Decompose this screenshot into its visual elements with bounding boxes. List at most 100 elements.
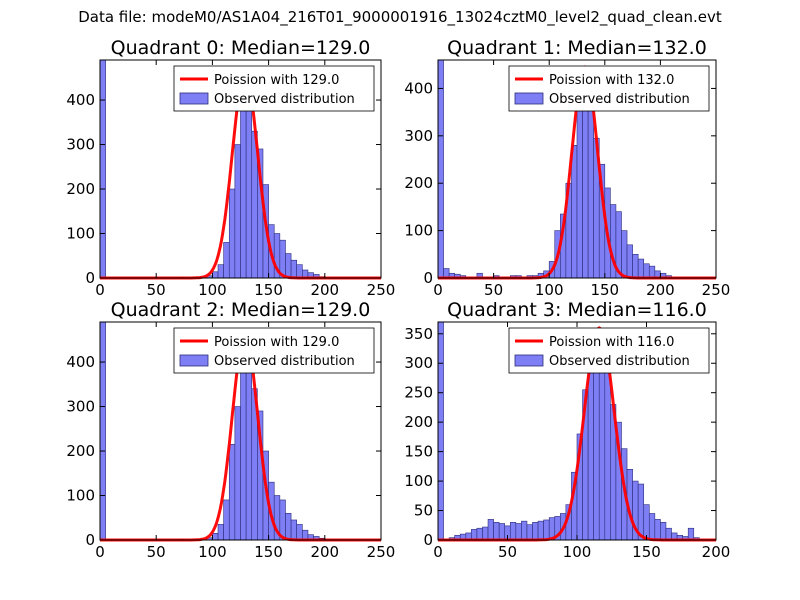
legend: Poission with 129.0 Observed distribution bbox=[173, 327, 375, 374]
histogram-bar bbox=[99, 321, 106, 541]
y-tick-label: 0 bbox=[85, 531, 95, 549]
legend-line-label: Poission with 129.0 bbox=[214, 335, 339, 350]
histogram-bar bbox=[290, 259, 297, 279]
x-tick-label: 150 bbox=[254, 543, 283, 561]
legend-bar-swatch bbox=[514, 354, 544, 367]
x-tick-label: 0 bbox=[433, 281, 443, 299]
y-tick-label: 100 bbox=[66, 225, 95, 243]
histogram-bar bbox=[290, 519, 297, 541]
histogram-bar bbox=[487, 519, 494, 541]
x-tick-label: 100 bbox=[563, 543, 592, 561]
y-tick-label: 300 bbox=[404, 354, 433, 372]
histogram-bar bbox=[245, 81, 253, 279]
y-tick-label: 0 bbox=[423, 531, 433, 549]
y-tick-label: 0 bbox=[85, 269, 95, 287]
x-tick-label: 0 bbox=[95, 281, 105, 299]
histogram-bar bbox=[632, 254, 639, 279]
y-tick-label: 300 bbox=[66, 398, 95, 416]
y-tick-label: 200 bbox=[404, 174, 433, 192]
histogram-bar bbox=[537, 520, 544, 541]
histogram-bar bbox=[296, 524, 303, 541]
y-tick-label: 100 bbox=[66, 487, 95, 505]
y-tick-label: 200 bbox=[404, 413, 433, 431]
x-tick-label: 0 bbox=[95, 543, 105, 561]
x-tick-label: 200 bbox=[702, 543, 731, 561]
legend-bar-label: Observed distribution bbox=[214, 354, 355, 369]
y-tick-label: 250 bbox=[404, 384, 433, 402]
histogram-bar bbox=[285, 513, 292, 541]
legend-bar-swatch bbox=[179, 92, 209, 105]
histogram-bar bbox=[654, 519, 661, 541]
subplot-title: Quadrant 0: Median=129.0 bbox=[111, 37, 371, 59]
y-tick-label: 200 bbox=[66, 442, 95, 460]
x-tick-label: 250 bbox=[367, 543, 396, 561]
quadrant-3-plot: 0 50 100 150 200 0 50 100 150 200 250 300 350 Quadran… bbox=[404, 299, 730, 561]
x-tick-label: 50 bbox=[498, 543, 517, 561]
histogram-bar bbox=[285, 253, 292, 279]
histogram-bar bbox=[643, 504, 650, 541]
histogram-bar bbox=[223, 242, 230, 279]
legend-bar-label: Observed distribution bbox=[549, 354, 690, 369]
histogram-bar bbox=[240, 357, 247, 541]
y-tick-label: 0 bbox=[423, 269, 433, 287]
legend-bar-label: Observed distribution bbox=[549, 92, 690, 107]
histogram-bar bbox=[593, 345, 600, 541]
histogram-bar bbox=[217, 524, 224, 541]
y-tick-label: 100 bbox=[404, 222, 433, 240]
quadrant-2-plot: 0 50 100 150 200 250 0 100 200 300 400 Quadrant 2: … bbox=[66, 299, 395, 561]
histogram-bar bbox=[604, 362, 611, 541]
x-tick-label: 250 bbox=[702, 281, 731, 299]
y-tick-label: 50 bbox=[414, 502, 433, 520]
histogram-bar bbox=[212, 271, 219, 279]
legend-line-label: Poission with 129.0 bbox=[214, 73, 339, 88]
axes-frame bbox=[99, 321, 382, 541]
histogram-bar bbox=[687, 527, 695, 541]
histogram-bar bbox=[245, 346, 253, 541]
histogram-bar bbox=[437, 321, 444, 541]
y-tick-label: 150 bbox=[404, 443, 433, 461]
histogram-bar bbox=[223, 499, 230, 541]
x-tick-label: 50 bbox=[147, 281, 166, 299]
histogram-bar bbox=[515, 523, 522, 541]
legend-bar-swatch bbox=[514, 92, 544, 105]
x-tick-label: 200 bbox=[646, 281, 675, 299]
histogram-bar bbox=[637, 258, 645, 279]
histogram-bar bbox=[217, 264, 224, 279]
y-tick-label: 400 bbox=[404, 79, 433, 97]
legend: Poission with 129.0 Observed distribution bbox=[173, 65, 375, 112]
histogram-bar bbox=[437, 59, 444, 279]
y-tick-label: 350 bbox=[404, 325, 433, 343]
y-tick-label: 200 bbox=[66, 180, 95, 198]
histogram-bar bbox=[521, 520, 528, 541]
axes-frame bbox=[99, 59, 382, 279]
x-tick-label: 150 bbox=[632, 543, 661, 561]
legend-line-label: Poission with 132.0 bbox=[549, 73, 674, 88]
legend: Poission with 116.0 Observed distribution bbox=[508, 327, 710, 374]
histogram-bar bbox=[482, 526, 489, 541]
histogram-bar bbox=[228, 444, 236, 541]
histogram-bar bbox=[648, 513, 656, 541]
histogram-bar bbox=[587, 362, 594, 541]
histogram-bar bbox=[234, 144, 241, 279]
x-tick-label: 100 bbox=[535, 281, 564, 299]
histogram-bar bbox=[587, 102, 594, 279]
histogram-bar bbox=[99, 59, 106, 279]
histogram-bar bbox=[543, 519, 550, 541]
histogram-bar bbox=[665, 527, 672, 541]
histogram-bar bbox=[240, 90, 247, 279]
histogram-bar bbox=[526, 524, 533, 541]
subplot-title: Quadrant 3: Median=116.0 bbox=[447, 299, 707, 321]
x-tick-label: 150 bbox=[254, 281, 283, 299]
histogram-bar bbox=[643, 263, 650, 279]
y-tick-label: 100 bbox=[404, 472, 433, 490]
legend-bar-label: Observed distribution bbox=[214, 92, 355, 107]
legend-line-label: Poission with 116.0 bbox=[549, 335, 674, 350]
x-tick-label: 100 bbox=[198, 281, 227, 299]
histogram-bar bbox=[648, 265, 656, 279]
histogram-bar bbox=[498, 523, 506, 541]
histogram-bar bbox=[621, 230, 628, 279]
x-tick-label: 200 bbox=[310, 543, 339, 561]
x-tick-label: 50 bbox=[484, 281, 503, 299]
subplot-title: Quadrant 1: Median=132.0 bbox=[447, 37, 707, 59]
histogram-bar bbox=[476, 527, 483, 541]
